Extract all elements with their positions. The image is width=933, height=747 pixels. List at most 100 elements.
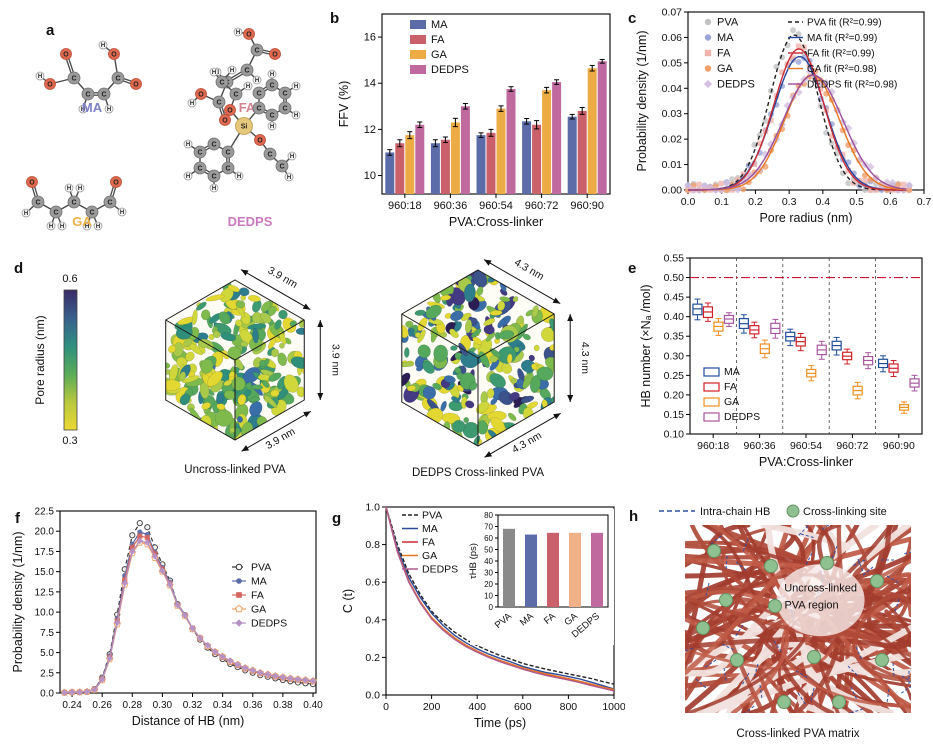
marker	[189, 624, 196, 632]
legend-site-icon	[786, 504, 800, 518]
inset-bar	[503, 528, 515, 607]
marker	[196, 634, 204, 642]
marker	[226, 657, 234, 665]
uncrosslinked-region	[776, 564, 865, 637]
atom-symbol: C	[211, 173, 216, 180]
y-tick: 12	[364, 124, 376, 136]
inset-y-tick: 10	[484, 592, 493, 601]
matrix-caption: Cross-linked PVA matrix	[736, 728, 859, 740]
atom-H	[209, 67, 219, 77]
cube-caption: DEDPS Cross-linked PVA	[412, 467, 544, 479]
atom-H	[234, 171, 244, 181]
marker	[121, 579, 129, 587]
hbd-frame	[59, 510, 317, 694]
hb-ylabel: HB number (×Nₐ /mol)	[639, 284, 653, 407]
atom-symbol: H	[270, 124, 274, 130]
legend-label: FA fit (R²=0.99)	[807, 49, 875, 60]
atom-symbol: C	[269, 82, 274, 89]
atom-C	[221, 145, 235, 159]
atom-C	[67, 71, 81, 85]
atom-symbol: H	[186, 174, 190, 180]
y-tick: 7.5	[40, 628, 54, 639]
x-tick: 0.26	[92, 700, 112, 711]
x-tick: 960:72	[836, 440, 868, 452]
atom-C	[252, 101, 266, 115]
bar-series-GA	[405, 64, 597, 194]
bar	[522, 121, 532, 194]
atom-H	[183, 139, 193, 149]
y-tick: 5.0	[40, 648, 54, 659]
inset-y-tick: 60	[484, 534, 493, 543]
x-tick: 960:90	[883, 440, 915, 452]
panel-b-label: b	[330, 10, 340, 27]
atom-C	[111, 71, 125, 85]
bar	[587, 68, 597, 194]
marker	[722, 179, 731, 188]
atom-C	[275, 159, 289, 173]
atom-H	[233, 27, 243, 37]
panel-e-hb-boxplot: 0.10 0.15 0.20 0.25 0.30 0.35 0.40 0.45 0.50 0.55…	[639, 253, 923, 469]
panel-g-decay-chart: 0.00.20.40.60.81.00 200 400 600 800 1000Time …	[341, 502, 625, 731]
marker	[740, 186, 747, 193]
atom-C	[252, 86, 266, 100]
x-tick: 0.24	[62, 700, 82, 711]
y-tick: 12.5	[35, 587, 55, 598]
atom-symbol: C	[89, 209, 94, 216]
atom-symbol: C	[197, 165, 202, 172]
series-markers-FA	[61, 533, 316, 696]
atom-symbol: C	[71, 75, 76, 82]
legend-label: GA	[724, 396, 739, 408]
y-tick: 0.30	[664, 350, 685, 362]
series-markers-MA	[61, 529, 316, 696]
y-tick: 0.04	[662, 83, 683, 95]
bar	[567, 116, 577, 194]
marker	[778, 54, 785, 61]
legend-swatch	[703, 412, 720, 422]
region-label-line2: PVA region	[784, 600, 838, 612]
marker	[219, 653, 227, 660]
marker	[867, 187, 874, 193]
series-line-DEDPS	[385, 506, 615, 692]
atom-symbol: C	[282, 105, 287, 112]
bar	[476, 135, 486, 194]
marker	[166, 581, 174, 588]
y-tick: 0.03	[662, 108, 683, 120]
series-markers-DEDPS	[61, 537, 317, 696]
atom-symbol: C	[107, 199, 112, 206]
series-line-MA	[385, 506, 615, 690]
marker	[235, 604, 243, 613]
bar	[597, 61, 607, 194]
atom-H	[252, 75, 262, 85]
panel-h-label: h	[629, 508, 639, 525]
x-tick: 0.6	[883, 196, 898, 208]
marker	[294, 675, 302, 683]
atom-symbol: H	[294, 84, 298, 90]
molecule-label-GA: GA	[72, 214, 92, 229]
colorbar-label: Pore radius (nm)	[33, 315, 47, 404]
atom-symbol: O	[47, 81, 53, 88]
bar	[415, 124, 425, 194]
atom-H	[183, 171, 193, 181]
atom-C	[49, 205, 63, 219]
legend-label: FA	[724, 381, 737, 393]
atom-symbol: O	[133, 81, 139, 88]
atom-symbol: C	[53, 209, 58, 216]
atom-H	[287, 151, 297, 161]
pore-frame	[687, 11, 925, 191]
inset-y-tick: 80	[484, 511, 493, 520]
atom-symbol: C	[225, 149, 230, 156]
y-tick: 0.2	[365, 652, 380, 664]
y-tick: 15.0	[35, 567, 55, 578]
atom-H	[209, 183, 219, 193]
atom-symbol: H	[230, 68, 234, 74]
marker	[872, 180, 879, 187]
atom-symbol: O	[257, 137, 263, 144]
atom-symbol: O	[29, 179, 35, 186]
atom-symbol: C	[115, 75, 120, 82]
y-tick: 0.05	[662, 57, 683, 69]
atom-O	[26, 176, 38, 188]
bar	[506, 89, 516, 194]
marker	[751, 161, 758, 167]
marker	[159, 567, 166, 575]
marker	[817, 86, 824, 92]
